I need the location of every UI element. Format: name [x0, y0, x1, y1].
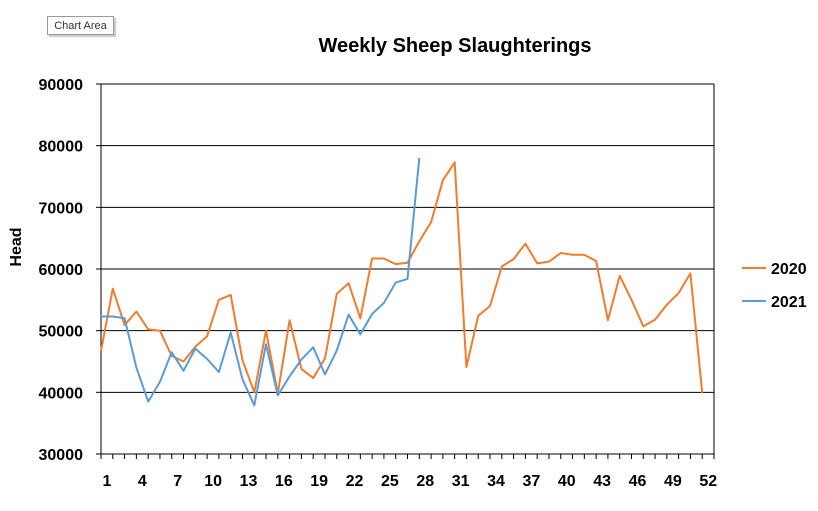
x-tick-label: 40 [558, 473, 576, 490]
x-tick-label: 52 [699, 473, 717, 490]
x-tick-label: 28 [416, 473, 434, 490]
y-tick-labels: 30000 40000 50000 60000 70000 80000 90000 [39, 77, 84, 464]
chart-title: Weekly Sheep Slaughterings [318, 35, 591, 57]
y-axis-label: Head [8, 227, 25, 266]
legend-label-2020: 2020 [771, 261, 807, 278]
legend: 2020 2021 [742, 261, 807, 311]
grid-lines [101, 83, 714, 393]
series-line-2021 [101, 157, 421, 407]
axes [96, 83, 715, 459]
y-tick-label: 40000 [39, 385, 84, 402]
x-tick-label: 34 [487, 473, 505, 490]
chart-area-tooltip: Chart Area [47, 16, 114, 35]
x-tick-label: 7 [173, 473, 182, 490]
x-tick-label: 13 [240, 473, 258, 490]
series-line-2020 [100, 161, 704, 395]
y-tick-label: 60000 [39, 262, 84, 279]
y-tick-label: 50000 [39, 324, 84, 341]
x-tick-label: 37 [522, 473, 540, 490]
x-tick-label: 43 [593, 473, 611, 490]
x-tick-label: 46 [629, 473, 647, 490]
legend-label-2021: 2021 [771, 294, 807, 311]
x-tick-label: 19 [310, 473, 328, 490]
x-tick-label: 22 [346, 473, 364, 490]
x-tick-label: 16 [275, 473, 293, 490]
y-tick-label: 80000 [39, 139, 84, 156]
x-tick-label: 49 [664, 473, 682, 490]
y-tick-label: 90000 [39, 77, 84, 94]
x-tick-label: 1 [103, 473, 112, 490]
x-tick-labels: 1 4 7 10 13 16 19 22 25 28 31 34 37 40 43 46 49 52 [103, 473, 718, 490]
y-tick-label: 30000 [39, 447, 84, 464]
x-tick-label: 25 [381, 473, 399, 490]
y-tick-label: 70000 [39, 200, 84, 217]
x-tick-label: 4 [138, 473, 147, 490]
x-tick-label: 31 [452, 473, 470, 490]
x-tick-label: 10 [204, 473, 222, 490]
series-lines [100, 157, 704, 407]
